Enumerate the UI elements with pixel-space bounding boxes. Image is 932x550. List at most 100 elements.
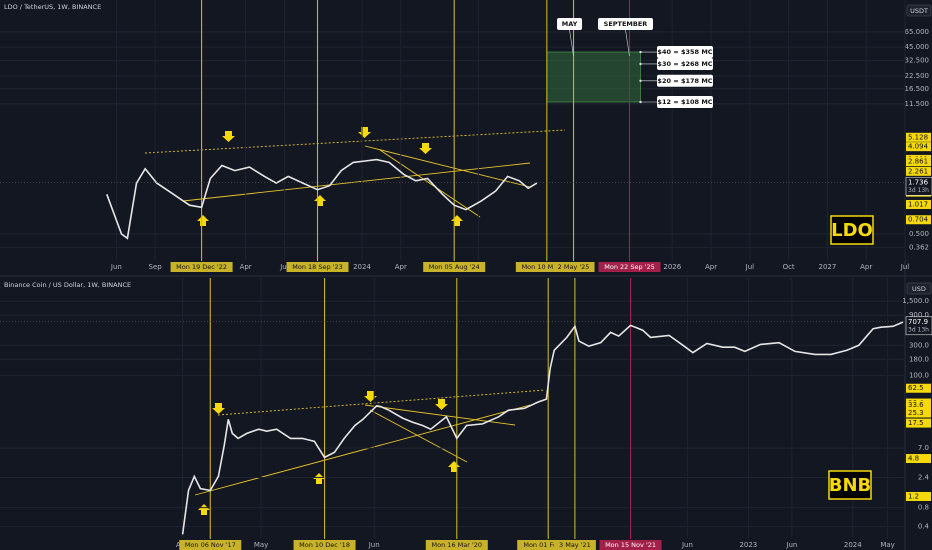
price-line [106, 158, 538, 240]
y-tick-label: 180.0 [909, 355, 929, 363]
trendlines [144, 129, 566, 496]
y-tick-label: 7.0 [918, 444, 929, 452]
target-box [657, 57, 713, 70]
y-tick-label: 45.000 [905, 43, 930, 51]
target-label: $12 = $108 MC [657, 98, 712, 106]
countdown: 3d 13h [908, 187, 929, 194]
date-marker-label: Mon 19 Dec '22 [176, 263, 227, 271]
x-tick-label: Jul [900, 263, 910, 271]
date-marker-label: 3 May '21 [559, 541, 591, 549]
unit-box [906, 282, 932, 295]
date-marker-label: Mon 18 Sep '23 [292, 263, 342, 271]
date-marker-label: Mon 16 Mar '20 [432, 541, 483, 549]
x-tick-label: Apr [395, 263, 407, 271]
month-box [598, 18, 654, 30]
y-tick-label: 0.4 [918, 523, 930, 531]
y-tick-label: 0.362 [909, 243, 929, 251]
target-dot [639, 79, 642, 82]
date-marker-box [517, 540, 580, 550]
x-tick-label: Apr [240, 263, 252, 271]
x-tick-label: 2023 [739, 541, 757, 549]
x-tick-label: Jul [745, 263, 755, 271]
x-tick-label: Jun [785, 541, 797, 549]
price-level-box [906, 400, 931, 410]
target-dot [639, 100, 642, 104]
price-level-label: 1.2 [908, 492, 919, 500]
date-marker-box [598, 262, 661, 272]
chart-title: LDO / TetherUS, 1W, BINANCE [4, 3, 101, 11]
x-tick-label: Jun [110, 263, 122, 271]
target-box [657, 74, 713, 87]
y-tick-label: 900.0 [909, 311, 929, 319]
y-tick-label: 300.0 [909, 341, 929, 349]
x-tick-label: 2027 [819, 263, 837, 271]
x-tick-label: Sep [149, 263, 163, 271]
price-level-box [906, 454, 931, 464]
y-tick-label: 0.500 [909, 230, 929, 238]
y-tick-label: 32.500 [905, 57, 930, 65]
price-level-box [906, 491, 931, 501]
target-box [657, 96, 713, 109]
date-marker-label: Mon 22 Sep '25 [604, 263, 654, 271]
unit: USDT [910, 7, 928, 15]
price-level-box [906, 166, 931, 176]
price-level-box [906, 383, 931, 393]
price-level-label: 5.128 [908, 133, 928, 141]
price-level-label: 17.5 [908, 419, 924, 427]
last-price-box [905, 316, 932, 336]
date-marker-label: Mon 06 Nov '17 [185, 541, 236, 549]
month-label: MAY [562, 20, 578, 28]
date-marker-box [552, 262, 595, 272]
y-tick-label: 16.500 [905, 85, 930, 93]
x-tick-label: May [254, 541, 268, 549]
y-tick-label: 22.500 [905, 72, 930, 80]
y-tick-label: 2.4 [918, 474, 930, 482]
chart-title: Binance Coin / US Dollar, 1W, BINANCE [4, 281, 131, 289]
x-tick-label: May [880, 541, 894, 549]
y-tick-label: 65.000 [905, 28, 930, 36]
price-level-label: 4.8 [908, 455, 919, 463]
target-dot [639, 62, 642, 66]
price-line [181, 321, 904, 535]
x-tick-label: Jun [681, 541, 693, 549]
price-level-label: 2.261 [908, 167, 928, 175]
price-level-label: 4.094 [908, 143, 929, 151]
price-level-label: 1.017 [908, 200, 928, 208]
month-label: SEPTEMBER [604, 20, 648, 28]
price-level-box [906, 215, 931, 225]
x-tick-label: Oct [783, 263, 795, 271]
date-marker-box [553, 540, 596, 550]
date-marker-label: Mon 10 Mar '25 [522, 263, 573, 271]
y-tick-label: 100.0 [909, 371, 929, 379]
target-label: $40 = $358 MC [657, 48, 712, 56]
y-tick-label: 0.8 [918, 504, 929, 512]
symbol-label: BNB [829, 475, 872, 496]
price-level-box [906, 199, 931, 209]
date-marker-box [286, 262, 349, 272]
price-level-label: 33.6 [908, 401, 924, 409]
price-level-box [906, 132, 931, 142]
date-marker-box [515, 262, 578, 272]
unit: USD [912, 285, 926, 293]
y-tick-label: 11.500 [905, 100, 930, 108]
countdown: 3d 13h [908, 326, 929, 333]
unit-box [906, 4, 932, 17]
price-level-box [906, 142, 931, 152]
date-marker-box [293, 540, 356, 550]
symbol-label: LDO [831, 220, 873, 241]
target-label: $30 = $268 MC [657, 60, 712, 68]
x-tick-label: 2024 [844, 541, 862, 549]
last-price-box [905, 176, 932, 196]
month-box [557, 18, 583, 30]
date-marker-label: Mon 01 Feb '21 [523, 541, 573, 549]
price-level-label: 2.861 [908, 158, 928, 166]
x-tick-label: Jul [279, 263, 289, 271]
date-marker-box [425, 540, 488, 550]
month-connector [569, 29, 574, 57]
last-price-label: 707.9 [908, 318, 928, 326]
date-marker-box [179, 540, 242, 550]
symbol-box [830, 215, 874, 245]
month-connector [625, 29, 630, 57]
